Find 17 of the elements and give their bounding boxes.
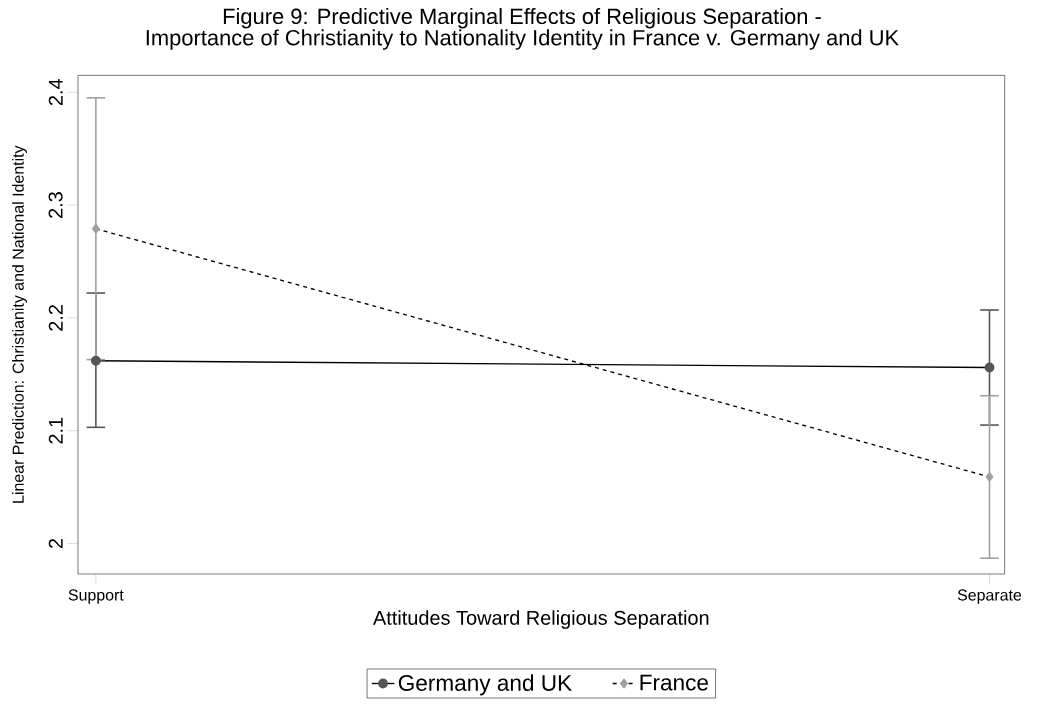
chart-title: Figure 9: Predictive Marginal Effects of Religious Separation - bbox=[223, 8, 821, 29]
y-tick-label: 2.4 bbox=[48, 78, 63, 106]
point bbox=[984, 362, 995, 373]
x-tick-label: Support bbox=[68, 589, 124, 604]
legend-label: France bbox=[640, 674, 708, 691]
x-axis-title: Attitudes Toward Religious Separation bbox=[373, 610, 709, 629]
y-tick-label: 2 bbox=[48, 539, 63, 549]
point bbox=[985, 472, 994, 482]
y-tick-label: 2.2 bbox=[48, 305, 63, 331]
y-tick-label: 2.3 bbox=[48, 192, 63, 218]
legend-label: Germany and UK bbox=[398, 674, 572, 696]
x-tick-label: Separate bbox=[957, 589, 1022, 604]
y-axis-title: Linear Prediction: Christianity and National Identity bbox=[12, 145, 27, 503]
point bbox=[90, 355, 101, 366]
chart-subtitle: Importance of Christianity to Nationality Identity in France v. Germany and UK bbox=[146, 29, 899, 50]
y-tick-label: 2.1 bbox=[48, 417, 63, 444]
point bbox=[92, 223, 100, 234]
